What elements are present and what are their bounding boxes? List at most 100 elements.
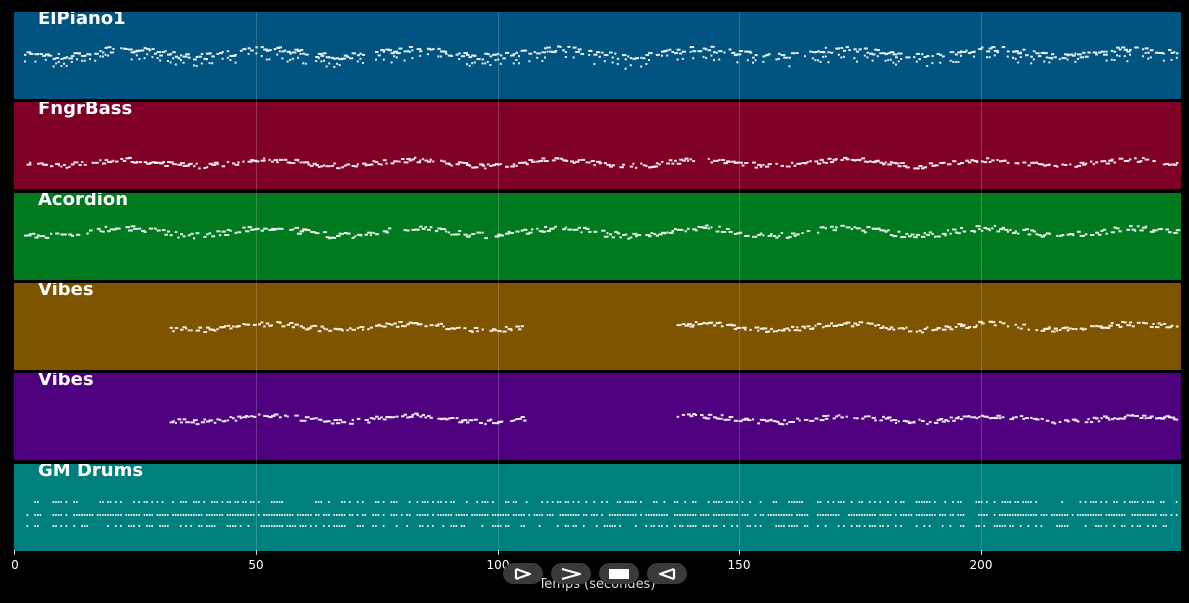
note <box>42 235 46 238</box>
note <box>1045 419 1050 422</box>
note <box>819 501 822 503</box>
note <box>895 421 898 424</box>
note <box>99 55 102 58</box>
note <box>900 514 902 516</box>
note <box>944 325 949 328</box>
note <box>557 45 561 48</box>
note <box>1079 514 1082 516</box>
note <box>1103 326 1108 329</box>
note <box>268 229 274 231</box>
note <box>635 525 637 527</box>
note <box>401 325 405 328</box>
note <box>806 325 811 328</box>
note <box>975 501 978 503</box>
x-tick <box>981 550 982 555</box>
note <box>403 413 407 416</box>
note <box>824 55 827 58</box>
note <box>876 227 881 230</box>
note <box>819 51 824 54</box>
note <box>299 161 302 164</box>
note <box>562 49 565 52</box>
note <box>492 422 495 425</box>
note <box>1103 228 1107 231</box>
note <box>291 51 297 54</box>
note <box>39 53 43 55</box>
note <box>858 501 861 503</box>
note <box>107 514 109 516</box>
note <box>1121 46 1126 49</box>
note <box>962 415 966 418</box>
note <box>692 514 694 516</box>
note <box>624 233 628 236</box>
note <box>991 159 995 162</box>
note <box>354 165 358 168</box>
note <box>609 233 613 236</box>
note <box>304 53 309 56</box>
note <box>408 514 411 516</box>
note <box>952 228 957 231</box>
note <box>57 61 60 63</box>
note <box>788 421 793 423</box>
note <box>382 325 387 328</box>
note <box>793 164 797 167</box>
note <box>427 415 431 417</box>
note <box>203 167 207 169</box>
note <box>733 328 738 331</box>
note <box>307 163 311 166</box>
note <box>718 58 721 61</box>
note <box>845 46 850 49</box>
note <box>260 525 263 527</box>
note <box>1095 325 1099 328</box>
stop-button[interactable] <box>599 563 639 584</box>
note <box>1058 421 1062 423</box>
triangle-left-icon <box>658 567 676 580</box>
note <box>138 58 141 61</box>
note <box>954 417 960 420</box>
note <box>1142 157 1145 159</box>
note <box>1032 230 1036 233</box>
note <box>395 514 398 516</box>
note <box>759 327 765 330</box>
note <box>947 326 952 329</box>
note <box>115 514 117 516</box>
rewind-button[interactable] <box>647 563 687 584</box>
note <box>549 227 554 230</box>
note <box>390 323 394 326</box>
note <box>1129 48 1132 51</box>
play-button[interactable] <box>503 563 543 584</box>
track-name: Vibes <box>38 373 94 390</box>
note <box>195 501 198 503</box>
note <box>728 48 732 51</box>
note <box>993 324 997 327</box>
note <box>81 59 84 62</box>
note <box>666 162 670 165</box>
note <box>694 514 697 516</box>
note <box>601 51 604 54</box>
note <box>317 165 321 168</box>
note <box>239 49 243 52</box>
note <box>83 59 86 62</box>
note <box>1113 525 1115 527</box>
note <box>830 514 832 516</box>
note <box>1129 501 1131 503</box>
note <box>744 50 748 53</box>
note <box>1053 327 1058 330</box>
note <box>731 324 736 327</box>
note <box>133 227 136 230</box>
note <box>1118 514 1121 516</box>
note <box>791 161 794 164</box>
note <box>1144 158 1150 161</box>
note <box>315 164 319 167</box>
note <box>512 62 515 65</box>
note <box>713 324 717 327</box>
note <box>447 163 451 166</box>
note <box>588 230 592 233</box>
note <box>307 229 311 232</box>
note <box>1123 321 1127 324</box>
forward-button[interactable] <box>551 563 591 584</box>
note <box>999 525 1001 527</box>
note <box>260 55 263 57</box>
note <box>941 232 947 235</box>
note <box>1092 51 1097 54</box>
note <box>645 514 647 516</box>
